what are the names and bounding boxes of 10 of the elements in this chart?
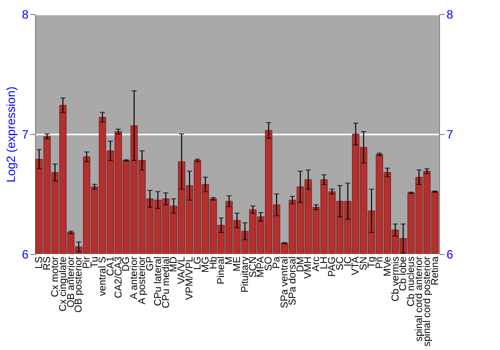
- y-tick-label: 6: [22, 248, 29, 262]
- y-axis-title: Log2 (expression): [4, 86, 18, 183]
- y-tick-label: 8: [22, 8, 29, 22]
- x-tick-label: OB posterior: [74, 256, 85, 313]
- x-tick-label: Retina: [430, 256, 441, 286]
- y2-tick-label: 6: [446, 248, 454, 262]
- y2-tick-label: 7: [446, 128, 454, 142]
- y-tick-label: 7: [22, 128, 29, 142]
- y2-tick-label: 8: [446, 8, 454, 22]
- x-tick-label: Tg: [366, 256, 378, 268]
